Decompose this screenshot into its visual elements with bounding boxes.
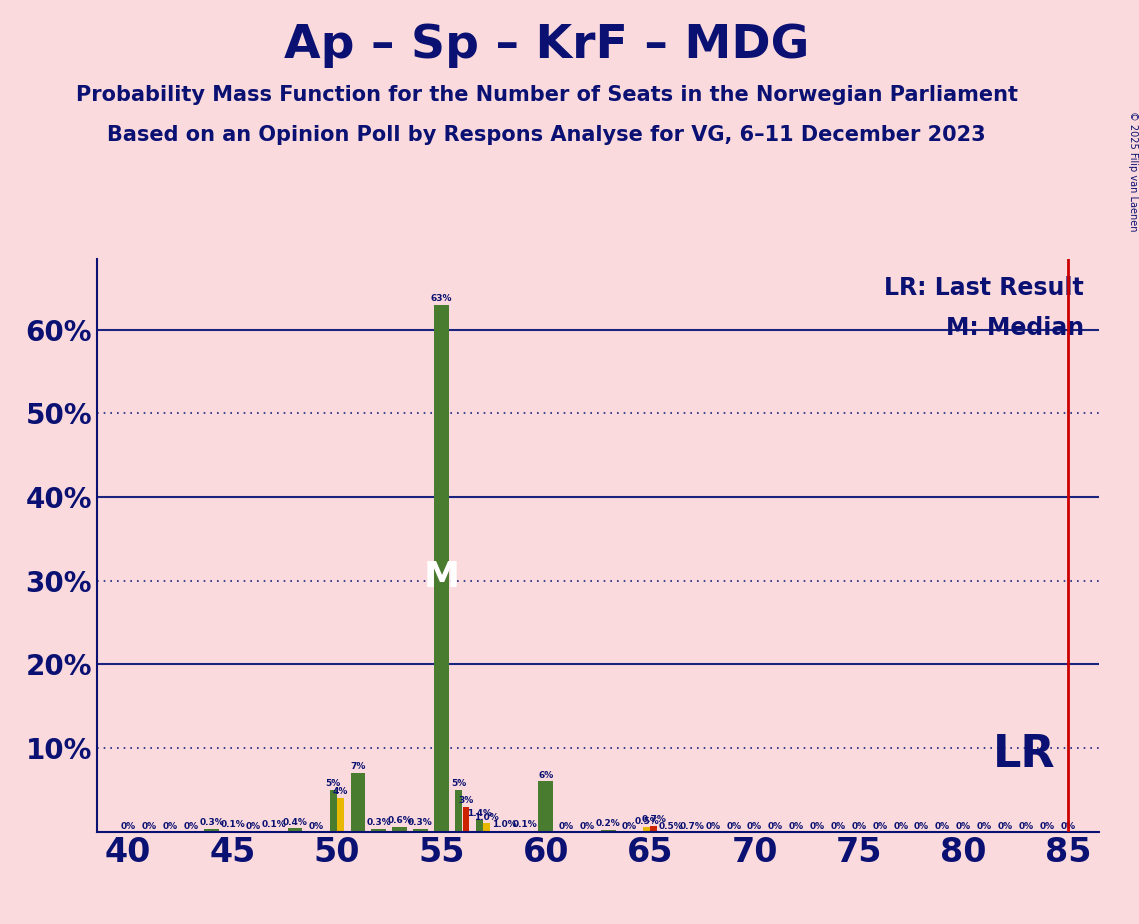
Text: 3%: 3% xyxy=(458,796,474,805)
Text: 63%: 63% xyxy=(431,294,452,303)
Bar xyxy=(330,790,337,832)
Text: 0%: 0% xyxy=(141,821,156,831)
Bar xyxy=(351,773,366,832)
Text: 0%: 0% xyxy=(956,821,970,831)
Bar xyxy=(204,829,219,832)
Bar xyxy=(644,827,650,832)
Bar xyxy=(462,807,469,832)
Text: 0%: 0% xyxy=(121,821,136,831)
Bar xyxy=(413,829,428,832)
Text: 0.3%: 0.3% xyxy=(199,819,224,827)
Bar xyxy=(476,820,483,832)
Text: 7%: 7% xyxy=(350,762,366,772)
Bar xyxy=(483,823,490,832)
Text: 0.7%: 0.7% xyxy=(680,821,704,831)
Text: 0%: 0% xyxy=(872,821,887,831)
Text: 0.5%: 0.5% xyxy=(658,821,683,831)
Text: 6%: 6% xyxy=(538,771,554,780)
Text: LR: Last Result: LR: Last Result xyxy=(884,276,1084,300)
Text: Ap – Sp – KrF – MDG: Ap – Sp – KrF – MDG xyxy=(284,23,810,68)
Text: 0%: 0% xyxy=(705,821,720,831)
Text: 0.3%: 0.3% xyxy=(367,819,391,827)
Text: M: Median: M: Median xyxy=(947,316,1084,340)
Text: 0%: 0% xyxy=(768,821,782,831)
Text: 0%: 0% xyxy=(998,821,1013,831)
Text: 0%: 0% xyxy=(309,821,323,831)
Text: 0%: 0% xyxy=(852,821,867,831)
Text: 0.3%: 0.3% xyxy=(408,819,433,827)
Text: 0.6%: 0.6% xyxy=(387,816,412,825)
Text: 0%: 0% xyxy=(810,821,825,831)
Bar xyxy=(434,305,449,832)
Bar xyxy=(539,782,554,832)
Text: 0%: 0% xyxy=(183,821,198,831)
Text: © 2025 Filip van Laenen: © 2025 Filip van Laenen xyxy=(1129,111,1138,231)
Text: 0%: 0% xyxy=(163,821,178,831)
Text: 5%: 5% xyxy=(326,779,341,788)
Text: 0.4%: 0.4% xyxy=(282,818,308,827)
Text: 0%: 0% xyxy=(580,821,595,831)
Text: Based on an Opinion Poll by Respons Analyse for VG, 6–11 December 2023: Based on an Opinion Poll by Respons Anal… xyxy=(107,125,986,145)
Bar xyxy=(601,830,616,832)
Text: 0.1%: 0.1% xyxy=(262,821,287,829)
Text: 0%: 0% xyxy=(935,821,950,831)
Bar xyxy=(456,790,462,832)
Text: 0%: 0% xyxy=(559,821,574,831)
Text: 0%: 0% xyxy=(747,821,762,831)
Text: LR: LR xyxy=(993,733,1055,776)
Text: 0%: 0% xyxy=(1018,821,1033,831)
Text: 0.5%: 0.5% xyxy=(634,817,658,826)
Text: 0%: 0% xyxy=(622,821,637,831)
Text: 0%: 0% xyxy=(246,821,261,831)
Bar xyxy=(392,827,407,832)
Text: 0.7%: 0.7% xyxy=(641,815,666,824)
Text: 0.2%: 0.2% xyxy=(596,820,621,828)
Text: 5%: 5% xyxy=(451,779,466,788)
Text: 0.1%: 0.1% xyxy=(513,821,538,829)
Bar xyxy=(650,826,657,832)
Text: 1.0%: 1.0% xyxy=(475,812,499,821)
Text: 0%: 0% xyxy=(977,821,992,831)
Text: 4%: 4% xyxy=(333,787,349,796)
Text: 0%: 0% xyxy=(727,821,741,831)
Text: Probability Mass Function for the Number of Seats in the Norwegian Parliament: Probability Mass Function for the Number… xyxy=(75,85,1018,105)
Bar xyxy=(337,798,344,832)
Text: 0%: 0% xyxy=(830,821,845,831)
Text: 1.4%: 1.4% xyxy=(467,809,492,819)
Text: 0%: 0% xyxy=(915,821,929,831)
Text: 0.1%: 0.1% xyxy=(220,821,245,829)
Text: 0%: 0% xyxy=(789,821,804,831)
Text: 0%: 0% xyxy=(1040,821,1055,831)
Text: 0%: 0% xyxy=(1060,821,1075,831)
Text: M: M xyxy=(424,560,459,593)
Bar xyxy=(371,829,386,832)
Text: 0%: 0% xyxy=(893,821,908,831)
Text: 1.0%: 1.0% xyxy=(492,821,516,829)
Bar xyxy=(288,828,303,832)
